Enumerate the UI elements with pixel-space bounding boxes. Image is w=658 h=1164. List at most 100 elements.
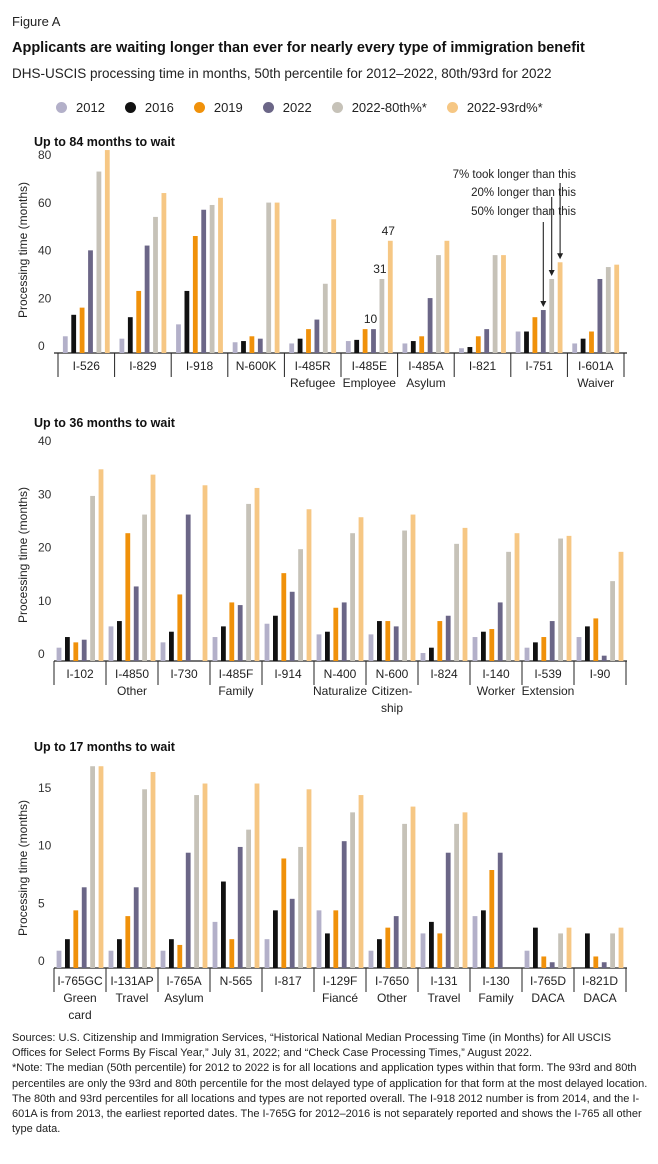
panel2-bar-N-400-80th	[350, 533, 355, 661]
panel1-bar-I-821-2022	[484, 329, 490, 353]
panel2-y-tick-40: 40	[38, 434, 52, 448]
panel2-bar-N-400-2016	[325, 631, 330, 661]
panel2-bar-I-102-2012	[56, 647, 62, 661]
panel2-bar-I-90-80th	[610, 581, 615, 661]
panel2-bar-I-914-2016	[273, 615, 278, 661]
panel3-x-tick-I-130: I-130	[482, 974, 510, 988]
panel3-bar-I-129F-2019	[333, 910, 339, 968]
panel2-x-sublabel2-N-600: ship	[381, 701, 403, 715]
panel1-bar-I-526-2022	[88, 250, 93, 353]
footnote-text: *Note: The median (50th percentile) for …	[12, 1062, 648, 1136]
panel2-bar-I-539-80th	[558, 538, 563, 661]
panel3-bar-N-565-2022	[237, 846, 243, 968]
panel1-bar-I-918-2016	[184, 290, 190, 353]
panel1-bar-I-751-2019	[532, 317, 538, 353]
panel1-bar-I-829-2012	[119, 338, 125, 353]
panel2-bar-I-140-93rd	[514, 533, 520, 661]
panel3-bar-I-821D-2019	[593, 956, 599, 968]
panel1-bar-I-918-2019	[192, 236, 198, 353]
panel3-x-tick-I-817: I-817	[274, 974, 302, 988]
panel3-bar-I-131-2012	[420, 933, 426, 968]
panel2-bar-I-90-2022	[601, 655, 607, 661]
panel1-bar-I-485E-2016	[354, 339, 360, 353]
panel1-x-tick-I-829: I-829	[129, 359, 157, 373]
panel1-bar-I-601A-2016	[580, 338, 586, 353]
panel1-callout-3: 7% took longer than this	[453, 169, 577, 181]
panel1-bar-I-829-2016	[127, 317, 133, 353]
panel2-x-tick-I-730: I-730	[170, 667, 198, 681]
panel3-bar-N-565-2012	[212, 921, 218, 968]
panel2-bar-I-824-2016	[429, 647, 434, 661]
panel2-bar-I-90-93rd	[618, 551, 624, 661]
panel3-bar-I-817-2022	[289, 898, 295, 968]
panel1-bar-I-829-80th	[153, 216, 158, 353]
legend-label-2016: 2016	[144, 100, 174, 115]
legend-item-2012: 2012	[56, 100, 105, 115]
panel3-bar-I-131AP-93rd	[150, 772, 156, 968]
panel1-bar-I-751-2012	[515, 331, 521, 353]
panel1-y-tick-80: 80	[38, 148, 52, 162]
panel3-bar-N-565-2016	[221, 881, 226, 968]
panel2-x-tick-I-90: I-90	[590, 667, 611, 681]
panel3-bar-I-7650-93rd	[410, 806, 416, 968]
panel3-bar-I-765A-2016	[169, 939, 174, 968]
panel2-y-tick-0: 0	[38, 647, 45, 661]
legend-item-2022: 2022	[262, 100, 312, 115]
panel1-bar-I-829-2022	[144, 245, 150, 353]
panel3-bar-I-817-80th	[298, 846, 303, 968]
panel2-x-sublabel-N-400: Naturalize	[313, 684, 367, 698]
panel2-bar-I-730-2012	[160, 642, 166, 661]
panel3-bar-I-817-2019	[281, 858, 287, 968]
panel2-bar-I-485F-2019	[229, 602, 235, 661]
panel3-bar-I-765D-93rd	[566, 927, 572, 968]
panel1-x-tick-I-526: I-526	[73, 359, 101, 373]
panel2-bar-I-539-2016	[533, 642, 538, 661]
panel3-bar-I-765D-2022	[549, 962, 555, 968]
panel2-bar-N-600-93rd	[410, 514, 416, 661]
panel2-bar-I-539-93rd	[566, 535, 572, 661]
panel2-y-tick-30: 30	[38, 487, 52, 501]
panel1-bar-I-918-80th	[209, 204, 215, 353]
panel2-bar-N-400-2019	[333, 607, 339, 661]
panel1-bar-I-485A-93rd	[444, 240, 450, 353]
panel1-bar-I-918-2022	[201, 209, 207, 353]
panel1-x-sublabel-I-485A: Asylum	[406, 376, 445, 390]
panel2-bar-I-730-2016	[169, 631, 174, 661]
panel2-bar-I-485F-2022	[237, 605, 243, 661]
panel3-bar-I-131AP-80th	[142, 789, 147, 968]
sources-text: Sources: U.S. Citizenship and Immigratio…	[12, 1032, 612, 1060]
panel1-x-sublabel-I-601A: Waiver	[577, 376, 614, 390]
panel3-x-sublabel-I-765D: DACA	[531, 991, 564, 1005]
panel3-bar-I-129F-2016	[325, 933, 330, 968]
panel3-bar-I-817-2012	[264, 939, 270, 968]
panel3-y-axis-label: Processing time (months)	[16, 800, 30, 936]
panel1-x-tick-I-751: I-751	[525, 359, 553, 373]
panel2-x-tick-N-400: N-400	[324, 667, 357, 681]
panel2-x-sublabel-I-4850: Other	[117, 684, 147, 698]
legend-swatch-2016	[124, 102, 136, 113]
panel1-bar-I-485R-2019	[306, 329, 311, 353]
panel1-bar-I-601A-2022	[597, 278, 603, 353]
panel2-x-sublabel-I-485F: Family	[218, 684, 253, 698]
legend-swatch-2012	[56, 102, 67, 113]
panel2-y-tick-20: 20	[38, 541, 52, 555]
panel1-bar-I-751-2022	[540, 310, 546, 353]
panel1-bar-I-526-93rd	[104, 150, 110, 353]
panel1-bar-I-485R-80th	[322, 283, 328, 353]
panel2-bar-I-102-2022	[81, 639, 87, 661]
legend-swatch-2022-93rd	[446, 102, 458, 113]
panel1-bar-N-600K-2016	[241, 341, 246, 353]
panel1-callout-5: 50% longer than this	[471, 206, 576, 218]
panel3-x-tick-I-7650: I-7650	[375, 974, 409, 988]
panel1-title: Up to 84 months to wait	[34, 135, 176, 149]
panel1-bar-I-821-2019	[475, 336, 481, 353]
panel3-bar-I-130-2022	[497, 852, 503, 968]
panel1-y-tick-0: 0	[38, 339, 45, 353]
panel1-bar-I-485A-2019	[419, 336, 425, 353]
panel2-bar-I-485F-2012	[212, 637, 218, 661]
panel2-x-tick-I-102: I-102	[66, 667, 94, 681]
panel3-x-sublabel-I-7650: Other	[377, 991, 407, 1005]
panel1-bar-I-526-2016	[71, 314, 77, 353]
panel3-bar-I-7650-2019	[385, 927, 391, 968]
panel1-bar-N-600K-2012	[232, 342, 238, 353]
